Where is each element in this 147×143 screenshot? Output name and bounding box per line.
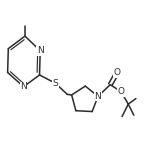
Text: O: O	[118, 87, 125, 96]
Text: N: N	[20, 82, 27, 91]
Text: N: N	[95, 92, 101, 101]
Text: S: S	[53, 79, 58, 88]
Text: N: N	[37, 46, 44, 55]
Text: O: O	[114, 68, 121, 77]
